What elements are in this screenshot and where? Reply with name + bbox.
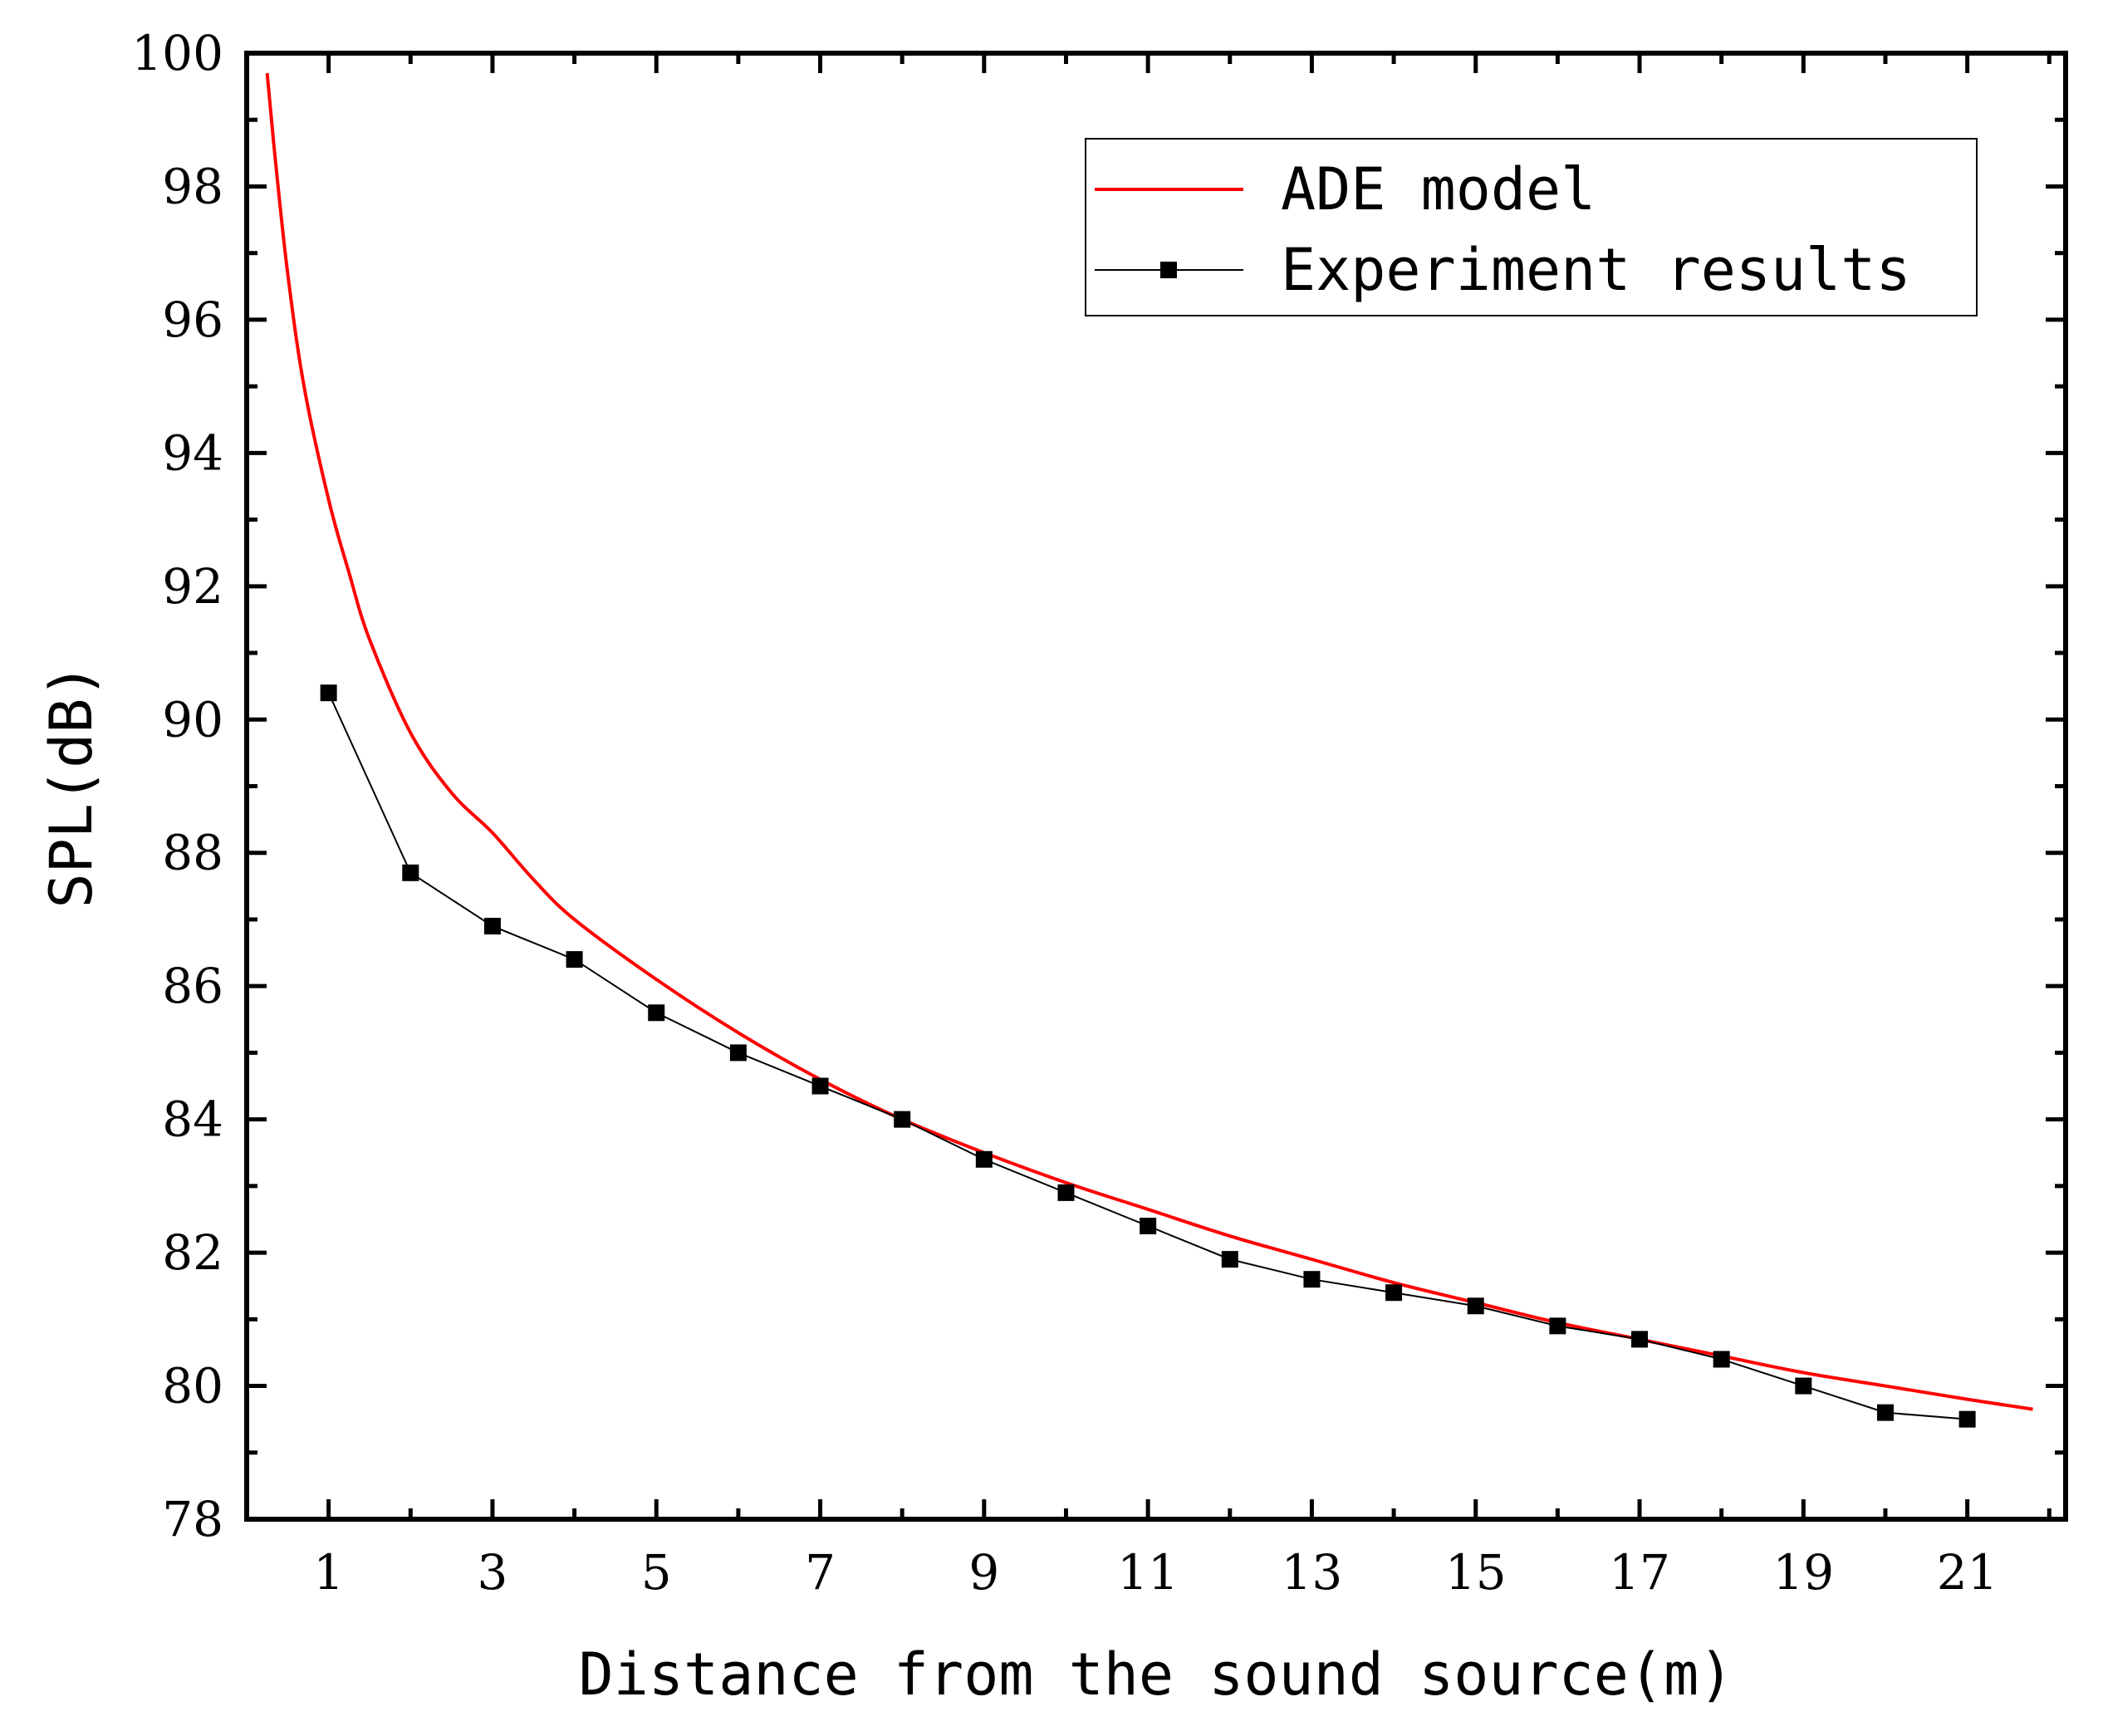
data-point-experiment: [1303, 1271, 1321, 1288]
x-axis-title: Distance from the sound source(m): [579, 1640, 1734, 1709]
y-tick-label: 82: [162, 1224, 223, 1281]
legend-label-experiment-results: Experiment results: [1281, 236, 1911, 304]
data-point-experiment: [811, 1077, 829, 1095]
y-tick-label: 88: [162, 825, 223, 881]
x-tick-label: 21: [1937, 1544, 1998, 1601]
data-point-experiment: [1958, 1410, 1976, 1428]
data-point-experiment: [1467, 1297, 1484, 1315]
x-tick-label: 5: [641, 1544, 672, 1601]
y-axis-ticks: 78 80 82 84 86 88 90 92 94 96 98 100: [131, 25, 2066, 1547]
legend-box: [1085, 138, 1978, 316]
x-tick-label: 7: [805, 1544, 836, 1601]
x-axis-ticks: 1 3 5 7 9 11 13 15 17 19 21: [244, 53, 2052, 1601]
legend: ADE model Experiment results: [1085, 138, 1978, 316]
legend-swatch-experiment-marker: [1160, 262, 1177, 278]
x-tick-label: 17: [1609, 1544, 1670, 1601]
x-tick-label: 19: [1772, 1544, 1834, 1601]
data-point-experiment: [729, 1044, 747, 1062]
data-point-experiment: [566, 951, 583, 969]
x-tick-label: 3: [477, 1544, 507, 1601]
data-point-experiment: [320, 684, 337, 702]
x-tick-label: 9: [968, 1544, 999, 1601]
series-layer: [265, 72, 2033, 1428]
x-tick-label: 11: [1117, 1544, 1179, 1601]
data-point-experiment: [648, 1004, 665, 1022]
data-point-experiment: [1876, 1404, 1894, 1421]
data-point-experiment: [1549, 1317, 1566, 1335]
data-point-experiment: [1221, 1251, 1238, 1268]
y-tick-label: 96: [162, 292, 223, 348]
y-tick-label: 94: [162, 424, 223, 481]
data-point-experiment: [1385, 1284, 1403, 1302]
y-tick-label: 86: [162, 958, 223, 1014]
data-point-experiment: [894, 1111, 911, 1128]
data-point-experiment: [483, 917, 501, 934]
y-tick-label: 80: [162, 1358, 223, 1415]
y-tick-label: 78: [162, 1491, 223, 1547]
data-point-experiment: [1631, 1331, 1649, 1348]
data-point-experiment: [1713, 1351, 1730, 1368]
legend-label-ade-model: ADE model: [1281, 155, 1596, 223]
series-line-experiment-results: [327, 692, 1968, 1420]
y-tick-label: 90: [162, 691, 223, 748]
y-tick-label: 100: [131, 25, 223, 81]
data-point-experiment: [1140, 1218, 1157, 1234]
data-point-experiment: [1795, 1377, 1812, 1395]
y-tick-label: 98: [162, 158, 223, 214]
x-tick-label: 1: [313, 1544, 344, 1601]
y-axis-title: SPL(dB): [37, 663, 105, 908]
x-tick-label: 13: [1282, 1544, 1343, 1601]
y-tick-label: 92: [162, 558, 223, 615]
data-point-experiment: [402, 864, 419, 881]
data-point-experiment: [1057, 1184, 1075, 1201]
data-point-experiment: [975, 1150, 993, 1168]
y-tick-label: 84: [162, 1091, 223, 1148]
x-tick-label: 15: [1445, 1544, 1507, 1601]
